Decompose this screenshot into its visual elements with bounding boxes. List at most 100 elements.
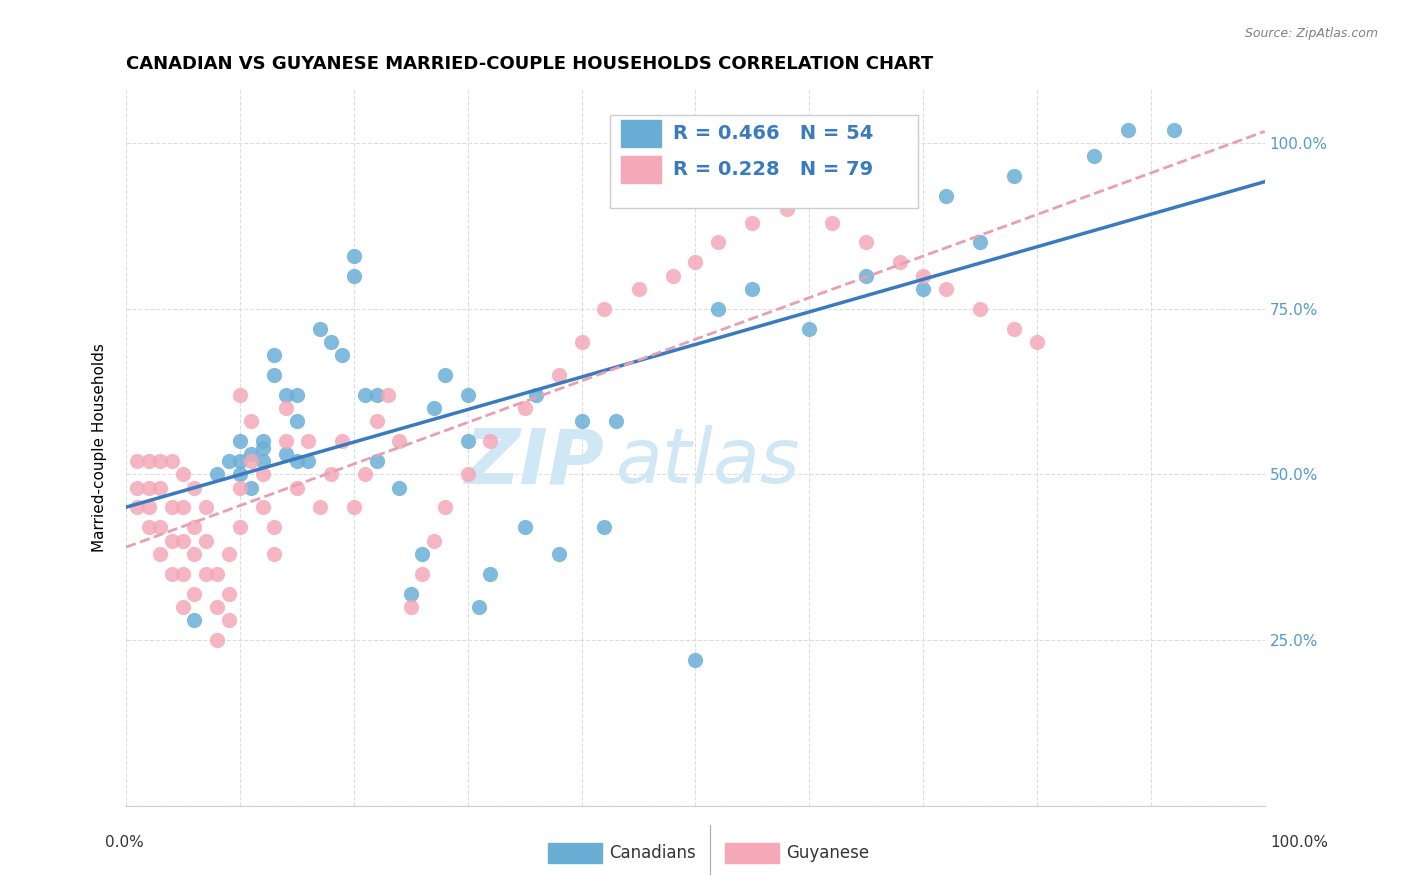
Point: [172, 500, 194, 515]
Text: R = 0.466   N = 54: R = 0.466 N = 54: [672, 124, 873, 143]
Point: [240, 414, 263, 428]
Point: [263, 547, 285, 561]
Point: [457, 467, 479, 482]
Point: [388, 434, 411, 449]
Point: [935, 282, 957, 296]
Point: [912, 282, 935, 296]
Point: [138, 500, 160, 515]
Point: [547, 368, 569, 382]
Point: [138, 454, 160, 468]
Point: [285, 388, 308, 402]
Point: [127, 500, 149, 515]
Point: [354, 388, 377, 402]
Point: [513, 520, 536, 534]
Point: [138, 520, 160, 534]
Point: [274, 434, 297, 449]
Text: CANADIAN VS GUYANESE MARRIED-COUPLE HOUSEHOLDS CORRELATION CHART: CANADIAN VS GUYANESE MARRIED-COUPLE HOUS…: [127, 55, 934, 73]
Point: [297, 454, 319, 468]
Point: [183, 520, 205, 534]
Point: [571, 414, 593, 428]
Point: [240, 454, 263, 468]
Point: [160, 566, 183, 581]
Point: [969, 235, 991, 250]
Point: [274, 447, 297, 461]
Point: [411, 566, 433, 581]
Point: [513, 401, 536, 415]
Point: [308, 500, 330, 515]
Text: ZIP: ZIP: [464, 425, 605, 500]
Point: [593, 301, 616, 316]
Point: [229, 434, 252, 449]
Text: Canadians: Canadians: [609, 844, 696, 862]
Point: [479, 434, 502, 449]
Point: [252, 441, 274, 455]
Point: [343, 268, 366, 283]
Point: [366, 454, 388, 468]
Point: [332, 434, 354, 449]
Point: [194, 533, 217, 548]
Point: [252, 454, 274, 468]
Point: [229, 467, 252, 482]
Point: [707, 235, 730, 250]
Point: [388, 481, 411, 495]
Point: [218, 547, 240, 561]
Point: [160, 500, 183, 515]
Point: [457, 388, 479, 402]
Point: [319, 467, 342, 482]
Point: [160, 533, 183, 548]
Text: 100.0%: 100.0%: [1271, 836, 1329, 850]
Point: [160, 454, 183, 468]
Point: [741, 215, 763, 229]
Point: [183, 613, 205, 627]
Point: [229, 481, 252, 495]
Point: [229, 454, 252, 468]
Point: [661, 268, 683, 283]
Point: [127, 454, 149, 468]
Point: [194, 566, 217, 581]
Point: [479, 566, 502, 581]
Point: [263, 520, 285, 534]
Point: [183, 481, 205, 495]
Point: [183, 547, 205, 561]
Point: [138, 481, 160, 495]
Point: [366, 414, 388, 428]
Point: [218, 454, 240, 468]
Point: [308, 321, 330, 335]
Point: [912, 268, 935, 283]
Point: [1002, 169, 1025, 183]
Point: [524, 388, 547, 402]
Point: [422, 401, 444, 415]
Point: [627, 282, 650, 296]
Point: [354, 467, 377, 482]
Point: [240, 447, 263, 461]
Point: [274, 388, 297, 402]
Point: [1116, 122, 1139, 136]
Point: [205, 566, 228, 581]
Point: [457, 434, 479, 449]
Point: [205, 632, 228, 647]
Point: [411, 547, 433, 561]
Point: [593, 520, 616, 534]
Point: [297, 434, 319, 449]
Point: [1163, 122, 1185, 136]
Point: [799, 189, 821, 203]
Point: [229, 520, 252, 534]
Point: [1083, 149, 1105, 163]
Point: [218, 613, 240, 627]
Point: [285, 454, 308, 468]
Point: [399, 599, 422, 614]
Point: [889, 255, 911, 269]
Point: [285, 481, 308, 495]
Point: [821, 215, 844, 229]
Point: [172, 599, 194, 614]
Point: [433, 368, 456, 382]
Point: [218, 586, 240, 600]
Point: [149, 547, 172, 561]
Point: [205, 467, 228, 482]
Point: [775, 202, 797, 217]
Point: [149, 454, 172, 468]
Point: [422, 533, 444, 548]
Point: [127, 481, 149, 495]
Point: [229, 388, 252, 402]
Point: [547, 547, 569, 561]
